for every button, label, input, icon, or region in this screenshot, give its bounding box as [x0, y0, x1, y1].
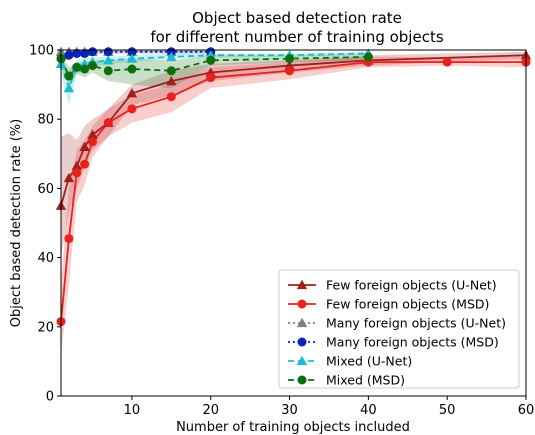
x-tick-label-4: 50	[439, 403, 456, 418]
point-series-1-5	[103, 118, 113, 128]
y-tick-label-3: 60	[37, 182, 54, 197]
band-series-5	[61, 53, 369, 89]
point-series-1-3	[80, 159, 90, 169]
legend: Few foreign objects (U-Net) Few foreign o…	[278, 269, 520, 389]
point-series-3-3	[80, 48, 90, 58]
x-tick-label-1: 20	[202, 403, 219, 418]
legend-marker-1	[297, 299, 307, 309]
point-series-5-2	[72, 62, 82, 72]
legend-label-5: Mixed (MSD)	[326, 373, 405, 388]
point-series-0-6	[126, 88, 138, 98]
point-series-5-8	[206, 55, 216, 65]
point-series-5-4	[88, 61, 98, 71]
point-series-3-1	[64, 50, 74, 60]
point-series-1-11	[442, 57, 452, 67]
chart-title: Object based detection rate	[192, 9, 402, 27]
legend-label-0: Few foreign objects (U-Net)	[326, 278, 497, 293]
legend-marker-2	[296, 317, 308, 328]
point-series-1-1	[64, 234, 74, 244]
x-tick-label-3: 40	[360, 403, 377, 418]
point-series-1-2	[72, 168, 82, 178]
point-series-5-5	[103, 66, 113, 76]
point-series-3-4	[88, 47, 98, 57]
point-series-5-10	[363, 52, 373, 62]
legend-marker-5	[297, 375, 307, 385]
point-series-3-5	[103, 47, 113, 57]
point-series-1-4	[88, 137, 98, 147]
x-tick-label-5: 60	[518, 403, 535, 418]
point-series-4-5	[103, 55, 114, 65]
point-series-4-7	[166, 51, 177, 62]
point-series-0-1	[63, 172, 75, 183]
point-series-4-6	[126, 53, 138, 63]
point-series-5-7	[166, 66, 176, 76]
legend-box	[278, 269, 520, 389]
series-markers	[55, 46, 532, 327]
x-axis-ticks: 10 20 30 40 50 60	[124, 396, 535, 418]
point-series-5-9	[285, 54, 295, 64]
point-series-0-2	[71, 160, 82, 171]
point-series-5-6	[127, 64, 137, 74]
point-series-1-7	[166, 92, 176, 102]
point-series-3-2	[72, 48, 82, 58]
point-series-4-1	[63, 82, 75, 93]
y-tick-label-4: 80	[37, 113, 54, 128]
legend-marker-3	[297, 337, 307, 347]
point-series-1-6	[127, 104, 137, 114]
y-tick-label-1: 20	[37, 320, 54, 335]
y-axis-ticks: 0 20 40 60 80 100	[29, 44, 61, 405]
y-tick-label-0: 0	[46, 390, 54, 405]
band-series-4	[61, 51, 369, 106]
x-tick-label-0: 10	[124, 403, 141, 418]
plot-frame	[60, 49, 527, 397]
y-axis-label: Object based detection rate (%)	[9, 119, 24, 327]
point-series-0-4	[87, 129, 98, 139]
legend-label-1: Few foreign objects (MSD)	[326, 297, 489, 312]
point-series-3-6	[127, 47, 137, 57]
legend-marker-4	[296, 355, 308, 366]
chart-subtitle: for different number of training objects	[150, 28, 444, 46]
point-series-5-1	[64, 71, 74, 81]
y-tick-label-2: 40	[37, 251, 54, 266]
point-series-1-9	[285, 66, 295, 76]
x-axis-label: Number of training objects included	[176, 420, 410, 435]
legend-label-2: Many foreign objects (U-Net)	[326, 316, 506, 331]
point-series-5-3	[80, 64, 90, 74]
x-tick-label-2: 30	[281, 403, 298, 418]
point-series-0-3	[79, 141, 90, 152]
y-tick-label-5: 100	[29, 44, 54, 59]
point-series-1-8	[206, 73, 216, 83]
point-series-0-7	[166, 75, 177, 86]
legend-label-4: Mixed (U-Net)	[326, 354, 412, 369]
legend-label-3: Many foreign objects (MSD)	[326, 335, 499, 350]
legend-marker-0	[296, 279, 308, 290]
